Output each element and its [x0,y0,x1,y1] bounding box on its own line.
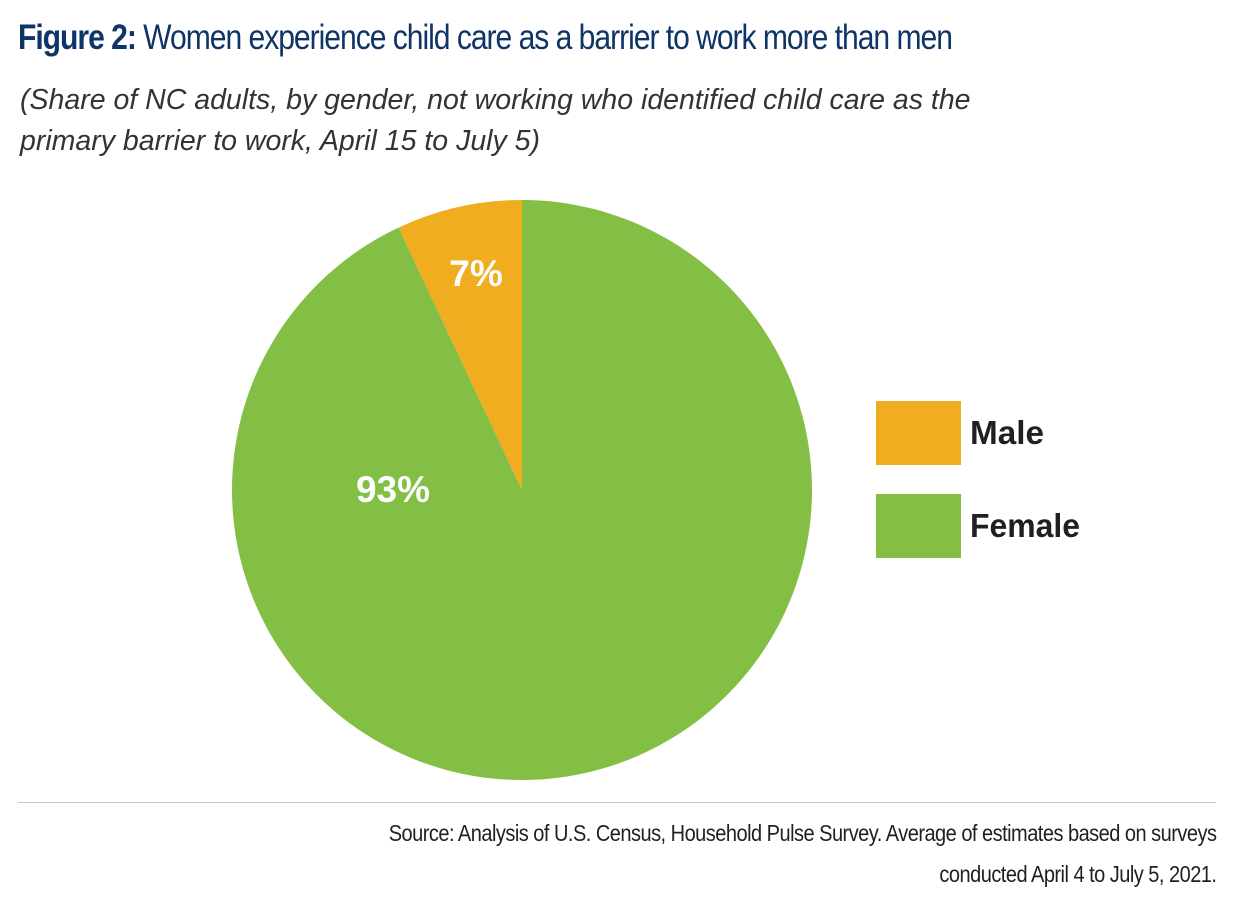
legend-label-male: Male [970,414,1044,451]
title-text: Women experience child care as a barrier… [143,18,953,57]
pie-slice-male [398,200,522,490]
slice-label-female: 93% [356,469,430,510]
subtitle-line-1: (Share of NC adults, by gender, not work… [20,84,971,116]
subtitle-line-2: primary barrier to work, April 15 to Jul… [20,125,541,157]
chart-title: Figure 2: Women experience child care as… [18,18,953,58]
slice-label-male: 7% [449,253,502,294]
figure-label: Figure 2: [18,18,137,57]
source-note: Source: Analysis of U.S. Census, Househo… [388,813,1216,895]
footer-divider [18,802,1216,803]
source-line-2: conducted April 4 to July 5, 2021. [938,861,1217,887]
legend-swatch-male [876,401,961,465]
pie-chart: 7% 93% Male Female [231,200,1080,780]
source-line-1: Source: Analysis of U.S. Census, Househo… [388,820,1216,846]
chart-subtitle: (Share of NC adults, by gender, not work… [20,80,1190,162]
legend-label-female: Female [970,507,1080,544]
legend-swatch-female [876,494,961,558]
